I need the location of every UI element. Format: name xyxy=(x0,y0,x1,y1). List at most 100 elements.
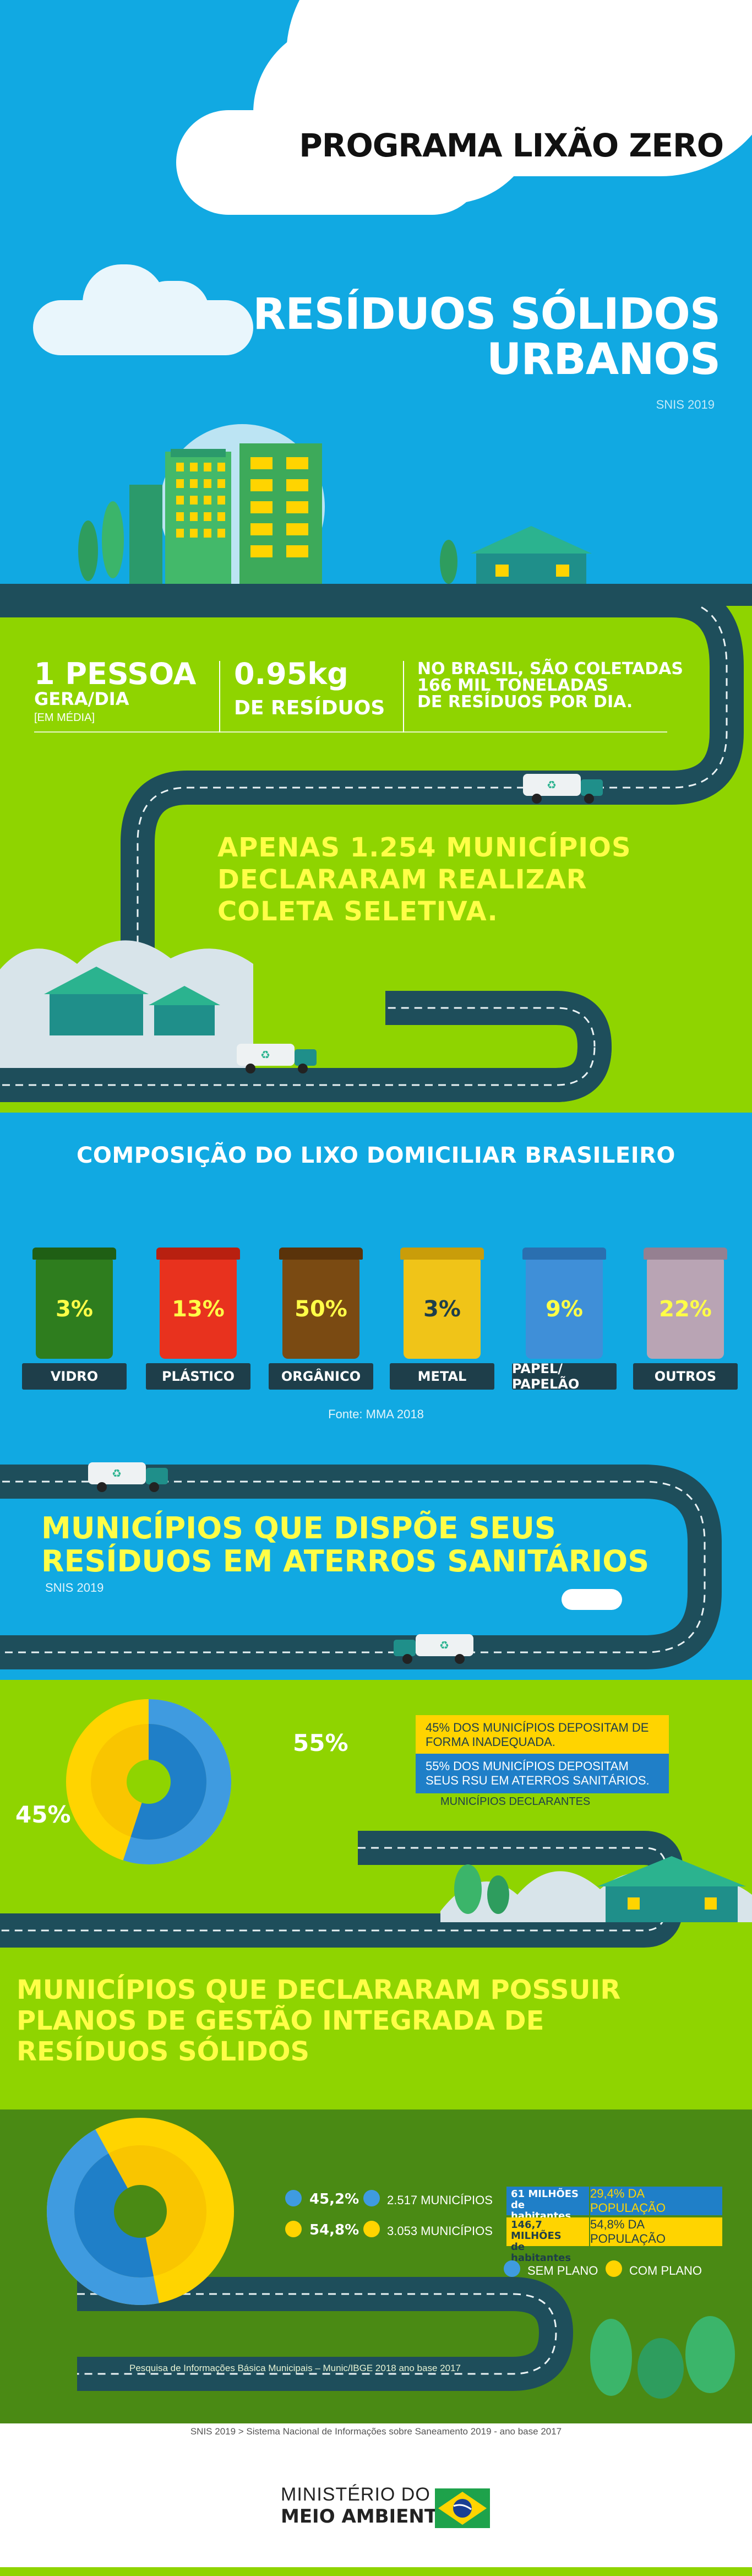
stats-section: 1 PESSOA GERA/DIA [EM MÉDIA] 0.95kg DE R… xyxy=(0,606,752,1113)
big-cloud-bump xyxy=(176,110,484,215)
city-illustration xyxy=(0,424,752,606)
garbage-truck-icon: ♻ xyxy=(394,1634,473,1664)
bin-body: 9% xyxy=(526,1260,603,1359)
stat-collected: NO BRASIL, SÃO COLETADAS 166 MIL TONELAD… xyxy=(417,661,683,711)
stat-person-value: 1 PESSOA xyxy=(34,657,197,691)
selective-collection-heading: APENAS 1.254 MUNICÍPIOS DECLARARAM REALI… xyxy=(217,832,631,928)
aterro-title: MUNICÍPIOS QUE DISPÕE SEUS RESÍDUOS EM A… xyxy=(41,1512,649,1578)
row2-pop: 54,8% DA POPULAÇÃO xyxy=(590,2217,722,2246)
bin-body: 3% xyxy=(36,1260,113,1359)
bin-label: PAPEL/ PAPELÃO xyxy=(512,1361,617,1392)
stat-kg-value: 0.95kg xyxy=(234,657,348,691)
row2-hab-label: de habitantes xyxy=(511,2241,571,2264)
bin-label: PLÁSTICO xyxy=(146,1363,250,1390)
header-section: PROGRAMA LIXÃO ZERO RESÍDUOS SÓLIDOS URB… xyxy=(0,0,752,606)
row1-hab-value: 61 MILHÕES xyxy=(511,2188,579,2200)
planos-title: MUNICÍPIOS QUE DECLARARAM POSSUIR PLANOS… xyxy=(17,1975,620,2067)
row1-pop: 29,4% DA POPULAÇÃO xyxy=(590,2187,722,2215)
aterro-source: SNIS 2019 xyxy=(45,1581,104,1595)
section-title-line1: RESÍDUOS SÓLIDOS xyxy=(253,290,721,339)
row2-hab: 146,7 MILHÕES de habitantes xyxy=(506,2217,589,2264)
aterro-chart-section: 55% 45% 45% DOS MUNICÍPIOS DEPOSITAM DE … xyxy=(0,1680,752,1955)
planos-chart-section: 45,2% 2.517 MUNICÍPIOS 61 MILHÕES de hab… xyxy=(0,2109,752,2423)
aterro-pct-yellow: 45% xyxy=(15,1801,71,1828)
planos-source: Pesquisa de Informações Básica Municipai… xyxy=(129,2363,461,2373)
com-plano-dot xyxy=(285,2221,302,2237)
cloud-shape xyxy=(562,1589,622,1610)
row2-pct: 54,8% xyxy=(309,2222,359,2238)
bin-lid xyxy=(644,1248,727,1260)
bin-lid xyxy=(400,1248,484,1260)
sem-plano-dot xyxy=(363,2190,380,2206)
com-plano-dot xyxy=(363,2221,380,2237)
bin-percentage: 3% xyxy=(423,1297,461,1322)
waste-bin: 3% xyxy=(32,1248,116,1359)
garbage-truck-icon: ♻ xyxy=(88,1462,168,1492)
bin-body: 22% xyxy=(647,1260,724,1359)
sem-plano-dot xyxy=(285,2190,302,2206)
aterro-title-line1: MUNICÍPIOS QUE DISPÕE SEUS xyxy=(41,1511,556,1545)
ministry-logo: MINISTÉRIO DO MEIO AMBIENTE xyxy=(281,2484,490,2528)
winding-road xyxy=(0,1465,722,1669)
footer-section: SNIS 2019 > Sistema Nacional de Informaç… xyxy=(0,2423,752,2576)
section-title: RESÍDUOS SÓLIDOS URBANOS xyxy=(225,290,721,384)
waste-bin: 50% xyxy=(279,1248,363,1359)
row2-hab-value: 146,7 MILHÕES xyxy=(511,2219,562,2242)
legend-com-label: COM PLANO xyxy=(629,2264,702,2277)
bin-lid xyxy=(156,1248,240,1260)
bin-label: VIDRO xyxy=(22,1363,127,1390)
stat-person-note: [EM MÉDIA] xyxy=(34,712,95,724)
waste-bin: 22% xyxy=(644,1248,727,1359)
garbage-truck-icon: ♻ xyxy=(523,774,603,804)
svg-text:♻: ♻ xyxy=(547,778,557,791)
winding-road xyxy=(0,1831,752,1948)
planos-title-line1: MUNICÍPIOS QUE DECLARARAM POSSUIR xyxy=(17,1975,621,2005)
bin-label: METAL xyxy=(390,1363,494,1390)
bin-label: OUTROS xyxy=(633,1363,738,1390)
svg-text:♻: ♻ xyxy=(112,1467,122,1480)
bin-percentage: 13% xyxy=(172,1297,225,1322)
stat-collected-line2: 166 MIL TONELADAS xyxy=(417,676,609,695)
aterro-legend-caption: MUNICÍPIOS DECLARANTES xyxy=(440,1796,591,1808)
ministry-line1: MINISTÉRIO DO xyxy=(281,2484,431,2505)
road-top xyxy=(0,584,752,606)
legend-sem-label: SEM PLANO xyxy=(527,2264,598,2277)
bin-lid xyxy=(279,1248,363,1260)
stat-collected-line3: DE RESÍDUOS POR DIA. xyxy=(417,692,633,712)
bin-percentage: 3% xyxy=(56,1297,93,1322)
planos-title-line2: PLANOS DE GESTÃO INTEGRADA DE xyxy=(17,2005,544,2036)
row2-count: 3.053 MUNICÍPIOS xyxy=(387,2224,493,2238)
selective-line2: DECLARARAM REALIZAR xyxy=(217,864,587,895)
waste-bin: 9% xyxy=(522,1248,606,1359)
bottom-bar xyxy=(0,2567,752,2576)
stat-divider xyxy=(403,661,404,733)
waste-bin: 13% xyxy=(156,1248,240,1359)
composition-source: Fonte: MMA 2018 xyxy=(328,1407,424,1421)
planos-title-line3: RESÍDUOS SÓLIDOS xyxy=(17,2036,310,2067)
stat-person-label: GERA/DIA xyxy=(34,688,129,709)
aterro-legend-yellow: 45% DOS MUNICÍPIOS DEPOSITAM DE FORMA IN… xyxy=(416,1715,669,1755)
small-cloud-bump xyxy=(138,281,209,341)
section-title-line2: URBANOS xyxy=(487,335,721,384)
bin-body: 50% xyxy=(282,1260,359,1359)
bin-body: 3% xyxy=(404,1260,481,1359)
program-title: PROGRAMA LIXÃO ZERO xyxy=(299,127,724,164)
legend-sem-dot xyxy=(504,2260,520,2277)
ministry-line2: MEIO AMBIENTE xyxy=(281,2506,450,2528)
header-source: SNIS 2019 xyxy=(656,398,715,411)
legend-com-dot xyxy=(606,2260,622,2277)
winding-road xyxy=(0,606,744,1102)
stat-collected-line1: NO BRASIL, SÃO COLETADAS xyxy=(417,659,683,679)
stat-divider xyxy=(219,661,220,733)
aterro-donut xyxy=(66,1699,231,1864)
row1-pct: 45,2% xyxy=(309,2191,359,2208)
bin-lid xyxy=(522,1248,606,1260)
svg-text:♻: ♻ xyxy=(260,1048,270,1061)
stat-kg-label: DE RESÍDUOS xyxy=(234,697,385,719)
bin-lid xyxy=(32,1248,116,1260)
planos-donut xyxy=(46,2118,234,2305)
garbage-truck-icon: ♻ xyxy=(237,1044,317,1073)
bin-percentage: 50% xyxy=(295,1297,347,1322)
stat-underline xyxy=(34,731,667,733)
bin-body: 13% xyxy=(160,1260,237,1359)
